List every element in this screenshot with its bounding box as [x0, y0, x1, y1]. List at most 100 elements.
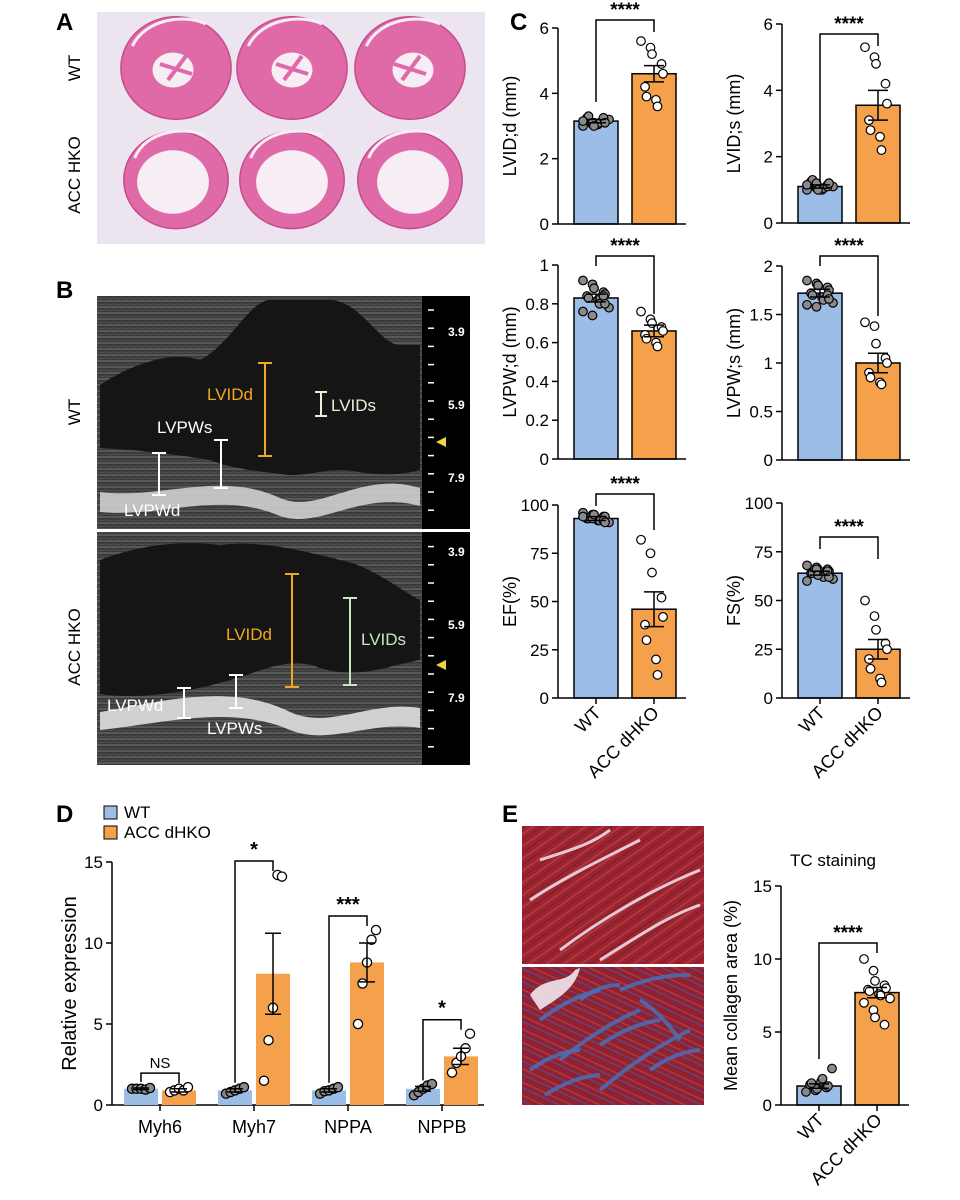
data-point [656, 59, 667, 69]
data-point [658, 612, 668, 622]
error-bar [227, 1088, 243, 1093]
data-point [865, 372, 876, 383]
y-tick-label: 0.2 [525, 411, 549, 430]
data-point [658, 68, 668, 79]
he-trabecula-0-0 [159, 54, 193, 82]
he-rv-cleft-1-1 [249, 129, 323, 159]
significance-label: **** [833, 923, 863, 944]
y-tick-label: 50 [530, 593, 549, 612]
panel-label-e: E [502, 801, 518, 828]
he-lumen-1-0 [137, 150, 209, 214]
y-tick-label: 50 [754, 592, 773, 611]
y-tick-label: 2 [764, 148, 773, 167]
significance-label: **** [834, 517, 864, 538]
data-point [871, 338, 881, 349]
error-bar [321, 1088, 337, 1093]
error-bar [810, 184, 830, 189]
he-trabecula-0-1 [275, 54, 309, 82]
data-point [813, 184, 823, 195]
chart-lvids: 0 2 4 6 LVID;s (mm) **** [724, 14, 910, 233]
significance-label: **** [610, 0, 640, 21]
significance-label: * [438, 998, 446, 1020]
data-point [640, 619, 650, 630]
annotation-wt-lvpwd: LVPWd [124, 501, 180, 520]
tc-collagen-streak-7 [543, 1073, 601, 1097]
data-point [352, 1018, 364, 1030]
y-tick-label: 4 [764, 81, 773, 100]
chart-lvpwd: 0 0.2 0.4 0.6 0.8 1 LVPW;d (mm) **** [500, 236, 686, 469]
data-point [583, 293, 594, 303]
echo-marker-wt [436, 437, 446, 447]
echo-marker-ko [436, 660, 446, 670]
x-tick-label: NPPB [417, 1117, 466, 1137]
data-point [859, 954, 869, 964]
y-tick-label: 25 [530, 641, 549, 660]
data-point [426, 1078, 438, 1090]
echo-ko-posterior-wall [100, 696, 420, 736]
significance-bracket [140, 1072, 180, 1084]
calipers-ko [177, 573, 357, 719]
data-point [647, 567, 657, 578]
y-axis-label: Relative expression [59, 896, 81, 1071]
bar-wt [797, 292, 843, 461]
y-tick-label: 4 [540, 84, 549, 103]
y-tick-label: 0.8 [525, 295, 549, 314]
bar-acc-dhko [631, 72, 677, 225]
y-tick-label: 0 [540, 450, 549, 469]
annotation-ko-lvidd: LVIDd [226, 625, 272, 644]
error-bar [586, 515, 606, 522]
data-point [276, 871, 288, 882]
data-point [636, 306, 646, 317]
tc-wt-vessels [529, 828, 701, 962]
data-point [802, 299, 812, 310]
significance-bracket [595, 19, 655, 102]
error-bar [868, 352, 888, 374]
y-tick-label: 0.5 [749, 403, 773, 422]
panel-b-row-label-wt: WT [65, 399, 84, 425]
significance-label: **** [610, 236, 640, 257]
y-tick-label: 15 [84, 853, 103, 872]
data-point [811, 301, 822, 312]
tc-collagen-streak-6 [578, 982, 621, 1002]
annotation-wt-lvpws: LVPWs [157, 418, 212, 437]
error-bar [644, 64, 664, 83]
significance-bracket [328, 915, 368, 1083]
y-tick-label: 1 [764, 354, 773, 373]
panel-label-c: C [510, 9, 527, 36]
significance-bracket [819, 33, 879, 182]
echo-scale-ko-3: 7.9 [448, 691, 465, 705]
error-bar [810, 570, 830, 576]
data-point [802, 576, 812, 586]
error-bar [644, 591, 664, 628]
significance-label: **** [610, 474, 640, 495]
data-point [824, 294, 834, 304]
data-point [652, 101, 663, 112]
he-trabecula-0-2 [393, 54, 427, 82]
significance-bracket [234, 860, 274, 1083]
error-bar [171, 1088, 187, 1093]
significance-label: * [250, 839, 258, 861]
data-point [652, 669, 663, 680]
data-point [880, 78, 891, 89]
echo-wt-cavity [100, 300, 420, 476]
he-rv-cleft-0-2 [364, 17, 441, 47]
data-point [332, 1081, 344, 1093]
echo-scale-ko-1: 3.9 [448, 545, 465, 559]
tc-ko-vessel [530, 968, 580, 1010]
significance-bracket [595, 493, 655, 530]
error-bar [644, 324, 664, 338]
tc-ko-collagen [528, 972, 701, 1097]
y-tick-label: 6 [540, 19, 549, 38]
y-tick-label: 0.4 [525, 372, 549, 391]
x-tick-label: WT [795, 703, 829, 737]
annotation-wt-lvidd: LVIDd [207, 385, 253, 404]
data-point [464, 1028, 476, 1039]
y-tick-label: 2 [764, 257, 773, 276]
bar-wt [573, 120, 619, 225]
data-point [871, 624, 881, 635]
error-bar [868, 89, 888, 121]
he-lumen-1-1 [256, 150, 328, 214]
data-point [869, 611, 880, 621]
tc-collagen-streak-5 [648, 1048, 701, 1072]
